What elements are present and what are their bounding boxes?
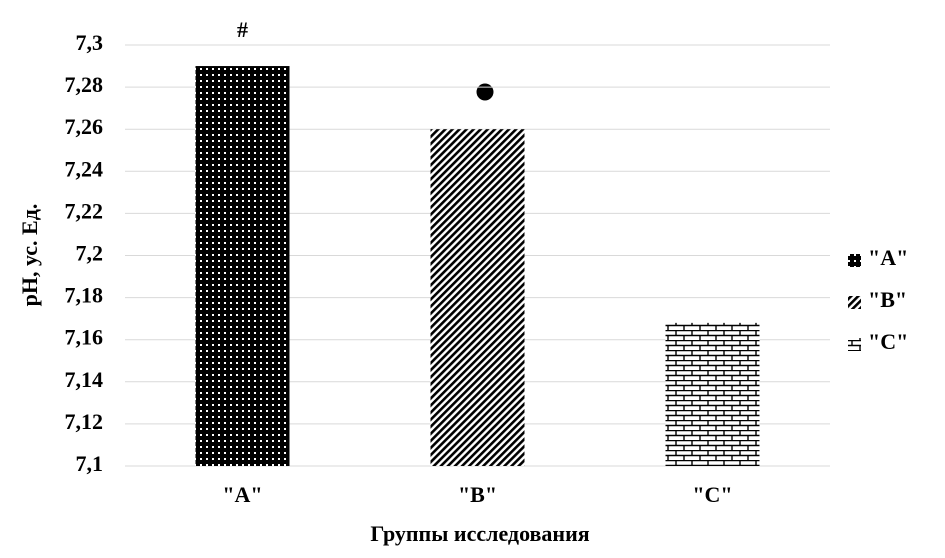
y-tick-label: 7,22 [65, 198, 104, 223]
legend-swatch [848, 338, 861, 351]
x-tick-label: "C" [692, 482, 732, 507]
y-tick-label: 7,12 [65, 409, 104, 434]
legend-label: "A" [868, 245, 908, 270]
y-tick-label: 7,2 [76, 241, 104, 266]
x-tick-label: "B" [458, 482, 497, 507]
bar [665, 322, 760, 466]
y-tick-label: 7,3 [76, 30, 104, 55]
y-tick-label: 7,28 [65, 72, 104, 97]
y-tick-label: 7,24 [65, 156, 104, 181]
bar [430, 129, 525, 466]
legend-swatch [848, 296, 861, 309]
y-tick-label: 7,1 [76, 451, 104, 476]
annotation-dot [476, 83, 494, 101]
legend-label: "B" [868, 287, 907, 312]
annotation: # [237, 17, 248, 42]
y-tick-label: 7,14 [65, 367, 104, 392]
y-tick-label: 7,26 [65, 114, 104, 139]
legend-label: "C" [868, 329, 908, 354]
x-axis-title: Группы исследования [370, 521, 589, 546]
legend-swatch [848, 254, 861, 267]
y-tick-label: 7,18 [65, 283, 104, 308]
bar [195, 66, 290, 467]
x-tick-label: "A" [222, 482, 262, 507]
y-axis-title: pH, ус. Ед. [17, 204, 42, 307]
y-tick-label: 7,16 [65, 325, 104, 350]
